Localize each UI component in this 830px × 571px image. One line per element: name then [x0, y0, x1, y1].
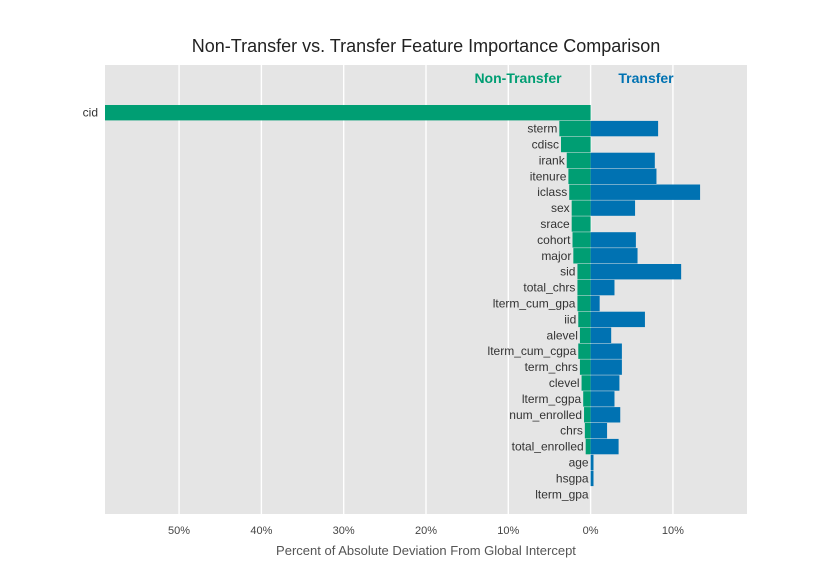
bar-transfer-itenure	[590, 168, 657, 184]
bars-group	[105, 105, 701, 487]
x-axis-label: Percent of Absolute Deviation From Globa…	[276, 543, 576, 558]
x-tick-label: 10%	[497, 525, 519, 537]
bar-transfer-clevel	[590, 375, 620, 391]
category-label-hsgpa: hsgpa	[556, 471, 589, 485]
bar-transfer-sterm	[590, 120, 659, 137]
category-label-cid: cid	[83, 106, 98, 120]
x-tick-label: 50%	[168, 525, 190, 537]
category-label-term_chrs: term_chrs	[525, 360, 578, 374]
category-label-total_chrs: total_chrs	[523, 281, 575, 295]
x-tick-label: 30%	[333, 525, 355, 537]
bar-non-transfer-lterm_cum_gpa	[577, 295, 591, 312]
bar-transfer-sid	[590, 264, 682, 280]
bar-transfer-sex	[590, 200, 636, 216]
category-label-srace: srace	[540, 217, 570, 231]
category-label-total_enrolled: total_enrolled	[512, 440, 584, 454]
bar-non-transfer-total_chrs	[577, 279, 591, 296]
x-tick-label: 0%	[583, 525, 599, 537]
bar-non-transfer-lterm_cgpa	[583, 391, 591, 407]
category-label-chrs: chrs	[560, 424, 583, 438]
bar-transfer-lterm_cum_cgpa	[590, 343, 622, 359]
bar-transfer-total_chrs	[590, 279, 615, 296]
bar-non-transfer-irank	[566, 152, 591, 169]
category-label-cohort: cohort	[537, 233, 571, 247]
bar-non-transfer-clevel	[581, 375, 591, 391]
x-tick-labels: 50% 40% 30% 20% 10% 0% 10%	[168, 525, 684, 537]
bar-non-transfer-term_chrs	[579, 359, 591, 375]
category-label-irank: irank	[539, 153, 566, 167]
bar-non-transfer-iid	[578, 311, 591, 328]
category-label-iclass: iclass	[537, 185, 567, 199]
bar-non-transfer-total_enrolled	[585, 438, 591, 455]
chart-title: Non-Transfer vs. Transfer Feature Import…	[192, 36, 661, 56]
bar-transfer-iid	[590, 311, 645, 328]
legend-transfer: Transfer	[618, 70, 674, 86]
category-label-sterm: sterm	[527, 122, 557, 136]
category-label-lterm_gpa: lterm_gpa	[535, 487, 589, 501]
bar-non-transfer-sid	[577, 264, 591, 280]
bar-non-transfer-cohort	[572, 232, 591, 248]
bar-non-transfer-sterm	[559, 120, 591, 137]
category-label-iid: iid	[564, 312, 576, 326]
bar-non-transfer-major	[573, 248, 591, 264]
bar-transfer-cohort	[590, 232, 636, 248]
bar-non-transfer-cid	[105, 105, 591, 121]
bar-transfer-chrs	[590, 423, 608, 439]
legend-non-transfer: Non-Transfer	[474, 70, 562, 86]
category-label-major: major	[541, 249, 571, 263]
x-tick-label: 20%	[415, 525, 437, 537]
bar-non-transfer-alevel	[579, 327, 591, 343]
bar-transfer-total_enrolled	[590, 438, 619, 455]
bar-transfer-alevel	[590, 327, 612, 343]
category-label-clevel: clevel	[549, 376, 580, 390]
bar-transfer-irank	[590, 152, 655, 169]
bar-non-transfer-num_enrolled	[584, 407, 591, 423]
category-label-alevel: alevel	[547, 328, 578, 342]
bar-transfer-iclass	[590, 184, 701, 200]
category-label-lterm_cum_gpa: lterm_cum_gpa	[493, 297, 576, 311]
category-label-age: age	[569, 456, 589, 470]
category-label-num_enrolled: num_enrolled	[509, 408, 582, 422]
x-tick-label: 40%	[250, 525, 272, 537]
bar-non-transfer-lterm_cum_cgpa	[578, 343, 591, 359]
category-label-itenure: itenure	[530, 169, 567, 183]
bar-non-transfer-cdisc	[560, 136, 591, 153]
bar-transfer-lterm_cgpa	[590, 391, 615, 407]
bar-transfer-age	[590, 454, 594, 471]
category-label-lterm_cgpa: lterm_cgpa	[522, 392, 582, 406]
category-label-lterm_cum_cgpa: lterm_cum_cgpa	[488, 344, 577, 358]
bar-non-transfer-srace	[571, 216, 591, 232]
bar-non-transfer-itenure	[568, 168, 591, 184]
bar-non-transfer-iclass	[569, 184, 591, 200]
bar-transfer-term_chrs	[590, 359, 622, 375]
category-label-sex: sex	[551, 201, 570, 215]
bar-non-transfer-sex	[571, 200, 591, 216]
bar-transfer-num_enrolled	[590, 407, 621, 423]
bar-transfer-lterm_cum_gpa	[590, 295, 600, 312]
bar-transfer-major	[590, 248, 638, 264]
category-label-sid: sid	[560, 265, 575, 279]
x-tick-label: 10%	[662, 525, 684, 537]
bar-non-transfer-chrs	[584, 423, 591, 439]
category-label-cdisc: cdisc	[532, 138, 559, 152]
bar-transfer-hsgpa	[590, 470, 594, 487]
